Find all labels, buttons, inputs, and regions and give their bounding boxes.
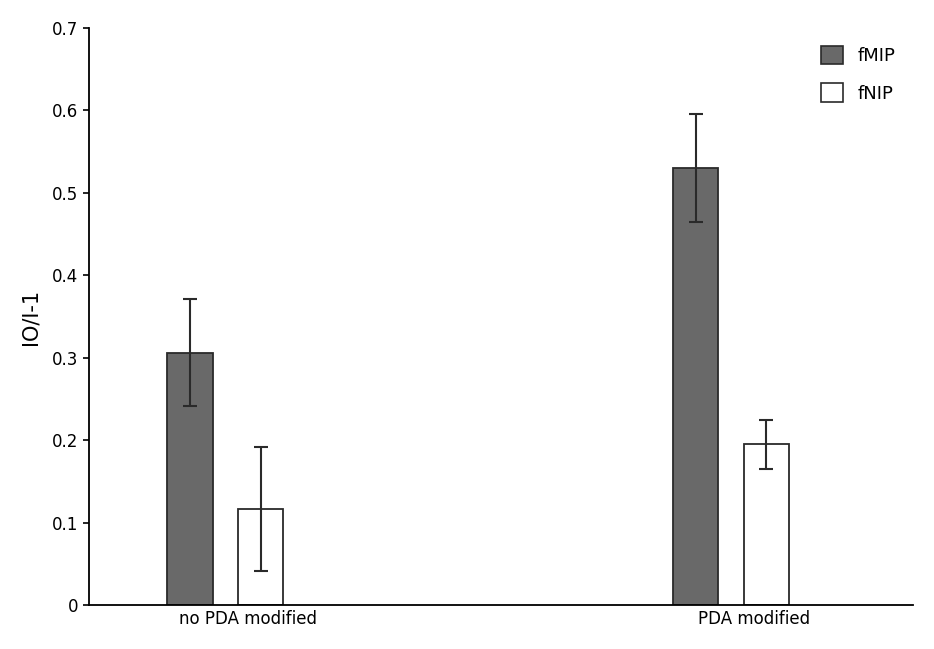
Bar (167, 353, 213, 606)
Y-axis label: IO/I-1: IO/I-1 (21, 289, 41, 345)
Bar (672, 168, 718, 606)
Bar (743, 445, 789, 606)
Legend: fMIP, fNIP: fMIP, fNIP (812, 37, 904, 112)
Bar (238, 509, 283, 606)
